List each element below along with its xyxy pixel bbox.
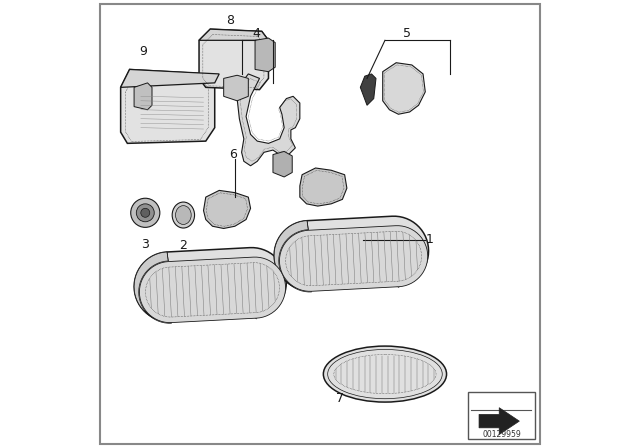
Ellipse shape [136, 204, 154, 222]
Text: 3: 3 [141, 237, 149, 251]
Polygon shape [224, 75, 248, 101]
Polygon shape [121, 69, 215, 143]
Polygon shape [140, 257, 285, 323]
Text: 7: 7 [336, 392, 344, 405]
Text: 5: 5 [403, 27, 412, 40]
Text: 1: 1 [426, 233, 434, 246]
Ellipse shape [131, 198, 160, 228]
Text: 6: 6 [228, 148, 237, 161]
Text: 2: 2 [179, 239, 188, 252]
Polygon shape [360, 74, 376, 105]
Ellipse shape [323, 346, 447, 402]
Ellipse shape [175, 206, 191, 224]
Polygon shape [134, 83, 152, 110]
Polygon shape [280, 226, 428, 291]
Text: 9: 9 [139, 45, 147, 58]
Polygon shape [204, 190, 251, 228]
Polygon shape [134, 248, 286, 321]
Polygon shape [383, 63, 425, 114]
Polygon shape [199, 29, 269, 90]
Polygon shape [300, 168, 347, 206]
Text: 4: 4 [252, 27, 260, 40]
Ellipse shape [172, 202, 195, 228]
FancyBboxPatch shape [468, 392, 535, 439]
Polygon shape [199, 29, 269, 40]
Polygon shape [274, 216, 429, 290]
Polygon shape [121, 69, 220, 87]
Polygon shape [274, 221, 312, 292]
Polygon shape [255, 38, 275, 72]
Polygon shape [134, 252, 172, 323]
Ellipse shape [141, 208, 150, 217]
Polygon shape [237, 74, 300, 166]
Text: 00129959: 00129959 [482, 430, 521, 439]
Polygon shape [479, 408, 520, 435]
Polygon shape [273, 151, 292, 177]
Text: 8: 8 [227, 13, 234, 27]
